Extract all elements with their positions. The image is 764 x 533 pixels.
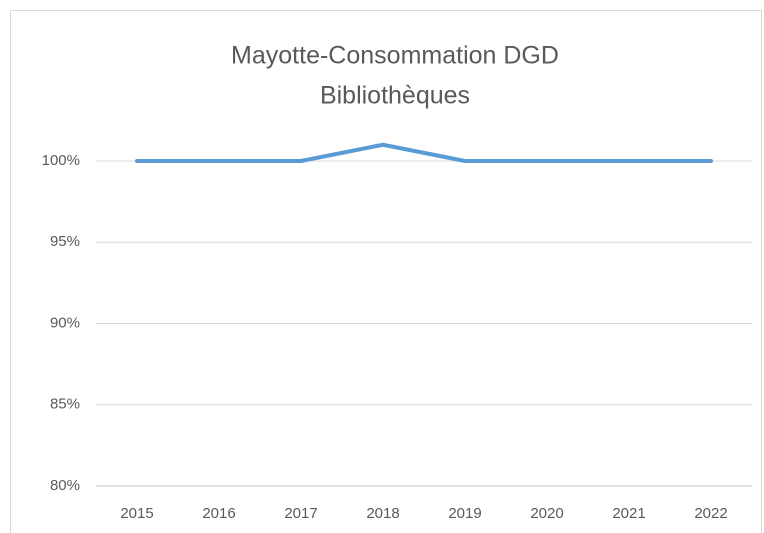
x-tick-label: 2015 — [120, 505, 153, 522]
x-tick-label: 2017 — [284, 505, 317, 522]
y-tick-label: 95% — [50, 233, 80, 250]
chart-border — [10, 10, 762, 533]
x-tick-label: 2022 — [694, 505, 727, 522]
y-tick-label: 90% — [50, 314, 80, 331]
chart-title: Bibliothèques — [320, 82, 470, 110]
x-tick-label: 2021 — [612, 505, 645, 522]
y-tick-label: 80% — [50, 477, 80, 494]
x-tick-label: 2016 — [202, 505, 235, 522]
x-tick-label: 2019 — [448, 505, 481, 522]
y-tick-label: 100% — [42, 152, 80, 169]
y-tick-label: 85% — [50, 396, 80, 413]
chart-title: Mayotte-Consommation DGD — [231, 42, 559, 70]
line-series — [135, 142, 713, 163]
x-tick-label: 2018 — [366, 505, 399, 522]
x-tick-label: 2020 — [530, 505, 563, 522]
